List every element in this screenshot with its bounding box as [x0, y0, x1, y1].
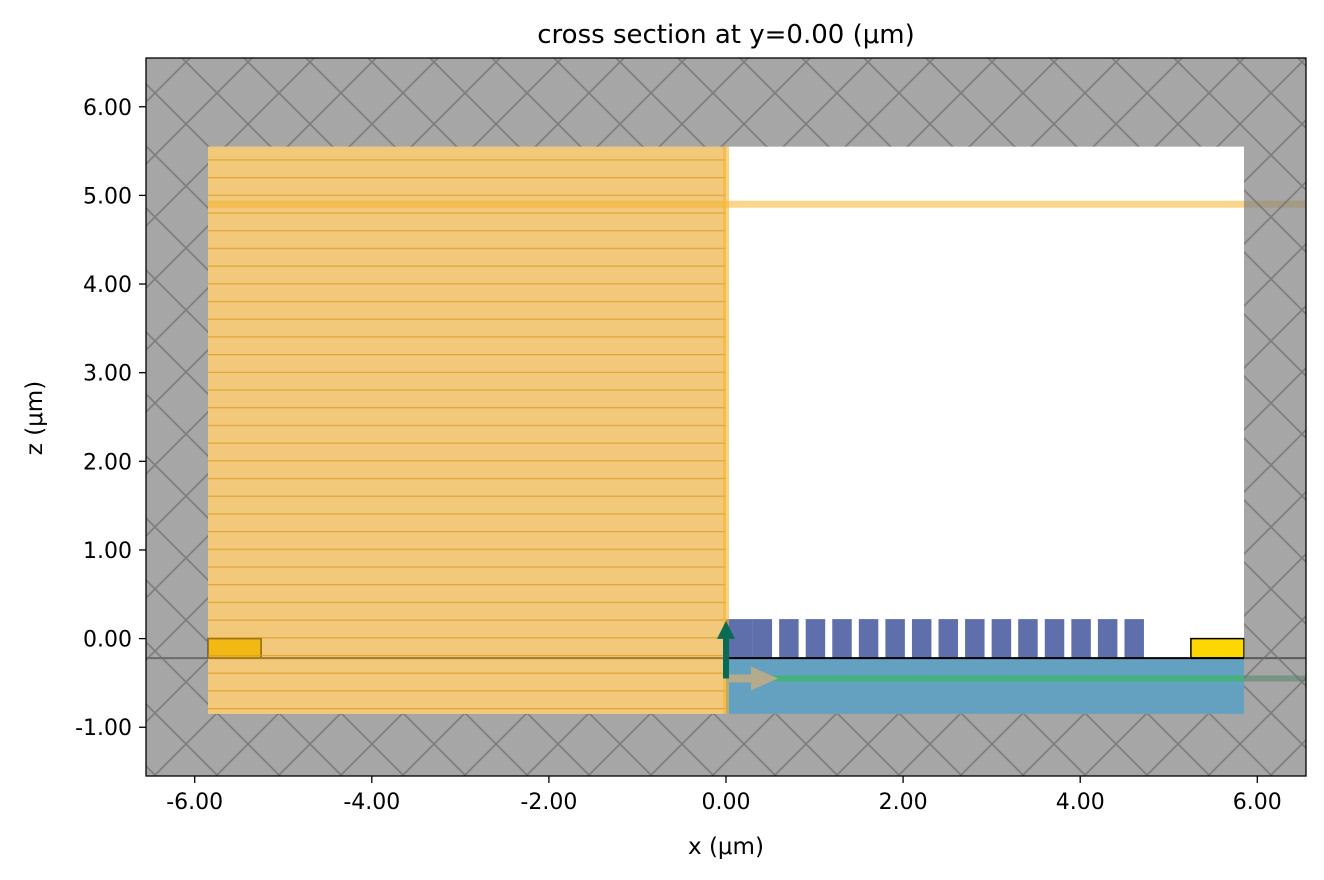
pml-left-hatch	[146, 58, 208, 776]
y-tick-label: -1.00	[75, 716, 132, 741]
y-tick-label: 0.00	[83, 628, 132, 653]
grating-tooth	[885, 619, 905, 659]
grating-tooth	[1097, 619, 1118, 659]
pml-bottom-hatch	[207, 713, 1245, 776]
x-tick-label: -2.00	[520, 790, 577, 815]
y-tick-label: 2.00	[83, 450, 132, 475]
x-tick-label: -4.00	[343, 790, 400, 815]
x-axis-ticks: -6.00 -4.00 -2.00 0.00 2.00 4.00 6.00	[166, 776, 1282, 815]
pml-top-hatch	[207, 58, 1245, 147]
x-tick-label: -6.00	[166, 790, 223, 815]
y-axis-label: z (μm)	[22, 381, 48, 455]
x-axis-label: x (μm)	[688, 834, 764, 860]
metal-pad-right	[1190, 637, 1245, 659]
x-tick-label: 6.00	[1233, 790, 1282, 815]
pml-right-hatch	[1244, 58, 1306, 776]
chart-title: cross section at y=0.00 (μm)	[537, 20, 914, 50]
grating-tooth	[805, 619, 826, 659]
y-tick-label: 3.00	[83, 362, 132, 387]
field-monitor-hatch	[207, 146, 726, 714]
polarization-arrow	[717, 620, 735, 679]
grating-tooth	[858, 619, 879, 659]
y-tick-label: 5.00	[83, 184, 132, 209]
y-tick-label: 4.00	[83, 273, 132, 298]
grating-tooth	[1018, 619, 1038, 659]
y-tick-label: 1.00	[83, 539, 132, 564]
grating-tooth	[938, 619, 958, 659]
y-axis-ticks: -1.00 0.00 1.00 2.00 3.00 4.00 5.00 6.00	[75, 96, 146, 741]
propagation-direction-arrow	[726, 666, 778, 691]
y-tick-label: 6.00	[83, 96, 132, 121]
x-tick-label: 4.00	[1056, 790, 1105, 815]
substrate-layer	[726, 658, 1245, 714]
x-tick-label: 2.00	[879, 790, 928, 815]
plot-area	[146, 58, 1306, 776]
grating-tooth	[1124, 619, 1144, 659]
grating-tooth	[752, 619, 773, 659]
grating-tooth	[965, 619, 985, 659]
grating-tooth	[1044, 619, 1065, 659]
x-tick-label: 0.00	[702, 790, 751, 815]
grating-tooth	[991, 619, 1012, 659]
grating-tooth	[779, 619, 799, 659]
grating-tooth	[832, 619, 852, 659]
grating-tooth	[911, 619, 932, 659]
grating-tooth	[1071, 619, 1091, 659]
